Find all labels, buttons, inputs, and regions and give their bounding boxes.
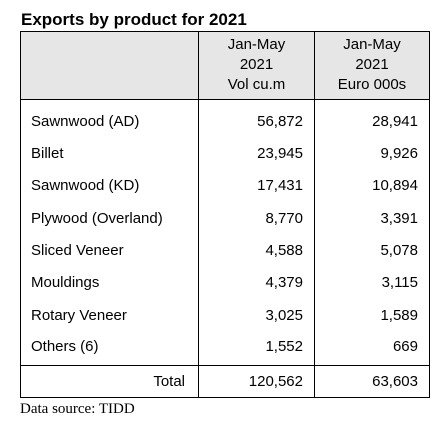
product-name: Plywood (Overland): [20, 202, 199, 235]
product-name: Sliced Veneer: [20, 234, 199, 267]
header-value-year: 2021: [355, 56, 389, 73]
total-value: 63,603: [314, 364, 430, 398]
header-volume-period: Jan-May: [227, 36, 286, 53]
table-title: Exports by product for 2021: [21, 10, 247, 29]
header-volume: Jan-May 2021 Vol cu.m: [198, 31, 315, 100]
header-value: Jan-May 2021 Euro 000s: [314, 31, 430, 100]
volume-cell: 8,770: [198, 202, 315, 235]
value-cell: 10,894: [314, 169, 430, 203]
volume-cell: 1,552: [198, 331, 315, 366]
table-row: Rotary Veneer 3,025 1,589: [20, 298, 430, 332]
table-row: Mouldings 4,379 3,115: [20, 266, 430, 299]
value-cell: 1,589: [314, 298, 430, 332]
total-label: Total: [20, 364, 199, 398]
table-row: Plywood (Overland) 8,770 3,391: [20, 202, 430, 235]
value-cell: 5,078: [314, 234, 430, 267]
volume-cell: 4,588: [198, 234, 315, 267]
table-row: Sawnwood (KD) 17,431 10,894: [20, 169, 430, 203]
total-row: Total 120,562 63,603: [20, 364, 430, 398]
volume-cell: 23,945: [198, 137, 315, 170]
product-name: Billet: [20, 137, 199, 170]
value-cell: 669: [314, 331, 430, 366]
product-name: Sawnwood (KD): [20, 169, 199, 203]
header-value-period: Jan-May: [343, 36, 401, 53]
volume-cell: 56,872: [198, 99, 315, 138]
value-cell: 3,115: [314, 266, 430, 299]
total-volume: 120,562: [198, 364, 315, 398]
value-cell: 9,926: [314, 137, 430, 170]
header-product: [20, 31, 199, 100]
value-cell: 3,391: [314, 202, 430, 235]
header-volume-unit: Vol cu.m: [227, 76, 286, 93]
product-name: Mouldings: [20, 266, 199, 299]
header-volume-year: 2021: [239, 56, 274, 73]
table-row: Sawnwood (AD) 56,872 28,941: [20, 99, 430, 138]
header-row: Jan-May 2021 Vol cu.m Jan-May 2021 Euro …: [20, 31, 430, 100]
volume-cell: 17,431: [198, 169, 315, 203]
product-name: Others (6): [20, 331, 199, 366]
table-row: Sliced Veneer 4,588 5,078: [20, 234, 430, 267]
data-source-note: Data source: TIDD: [20, 401, 135, 417]
header-value-unit: Euro 000s: [337, 76, 407, 93]
product-name: Sawnwood (AD): [20, 99, 199, 138]
volume-cell: 4,379: [198, 266, 315, 299]
exports-table: Jan-May 2021 Vol cu.m Jan-May 2021 Euro …: [20, 31, 430, 398]
product-name: Rotary Veneer: [20, 298, 199, 332]
value-cell: 28,941: [314, 99, 430, 138]
volume-cell: 3,025: [198, 298, 315, 332]
table-row: Billet 23,945 9,926: [20, 137, 430, 170]
table-row: Others (6) 1,552 669: [20, 331, 430, 366]
